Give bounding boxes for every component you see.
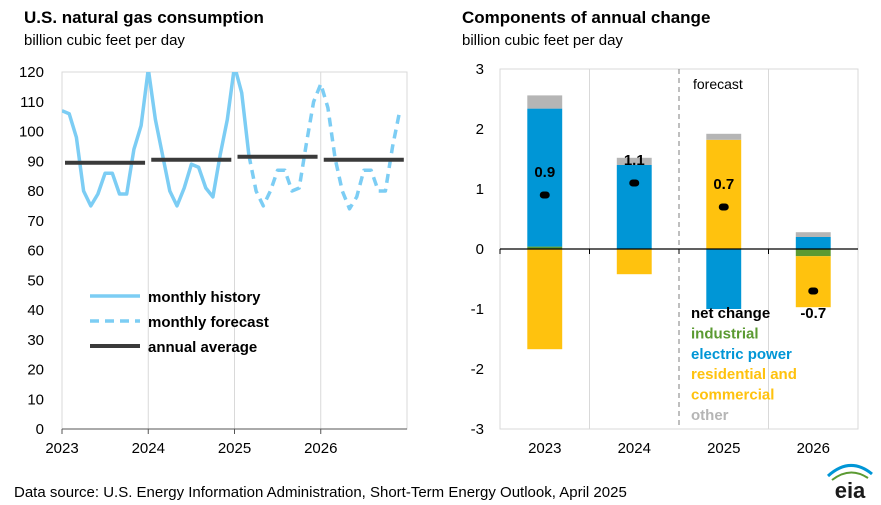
right-legend-label-5: commercial <box>691 387 774 404</box>
left-y-tick-label: 70 <box>27 213 44 230</box>
right-legend-label-2: industrial <box>691 325 759 342</box>
right-y-tick-label: 1 <box>476 181 484 198</box>
eia-logo: eia <box>824 462 876 502</box>
left-chart-subtitle: billion cubic feet per day <box>24 32 185 49</box>
bar-residential-commercial-2025 <box>706 139 742 249</box>
net-change-marker-2026 <box>808 287 819 295</box>
right-y-tick-label: -1 <box>471 301 484 318</box>
eia-logo-text: eia <box>835 478 866 502</box>
bar-electric-power-2026 <box>795 237 831 249</box>
right-chart-title: Components of annual change <box>462 8 711 27</box>
net-change-label-2024: 1.1 <box>624 152 645 169</box>
right-legend-label-4: residential and <box>691 366 797 383</box>
eia-logo-mark: eia <box>826 464 873 502</box>
bar-other-2025 <box>706 133 742 140</box>
bar-other-2024 <box>616 157 652 165</box>
left-legend-label-1: monthly history <box>148 289 261 306</box>
left-series-group <box>62 72 404 211</box>
monthly-forecast-line <box>247 82 402 211</box>
bar-other-2026 <box>795 232 831 237</box>
left-y-tick-label: 10 <box>27 391 44 408</box>
bar-electric-power-2025 <box>706 249 742 309</box>
bar-industrial-2023 <box>527 246 563 249</box>
right-chart-subtitle: billion cubic feet per day <box>462 32 623 49</box>
left-x-tick-label: 2024 <box>132 440 165 457</box>
right-y-tick-label: 2 <box>476 121 484 138</box>
net-change-marker-2024 <box>629 179 640 187</box>
left-legend-label-3: annual average <box>148 339 257 356</box>
forecast-label: forecast <box>693 76 743 92</box>
bar-residential-commercial-2023 <box>527 249 563 350</box>
net-change-marker-2025 <box>718 203 729 211</box>
left-y-tick-label: 0 <box>36 421 44 438</box>
left-y-tick-label: 40 <box>27 302 44 319</box>
bar-other-2023 <box>527 95 563 109</box>
left-y-tick-label: 30 <box>27 332 44 349</box>
right-y-tick-label: -2 <box>471 361 484 378</box>
left-y-tick-label: 110 <box>20 94 44 111</box>
right-x-tick-label: 2024 <box>618 440 651 457</box>
left-chart-title: U.S. natural gas consumption <box>24 8 264 27</box>
right-y-tick-label: 0 <box>476 241 484 258</box>
right-y-tick-label: 3 <box>476 61 484 78</box>
bar-electric-power-2024 <box>616 165 652 249</box>
bar-electric-power-2023 <box>527 108 563 247</box>
monthly-history-line <box>62 72 251 208</box>
left-legend-label-2: monthly forecast <box>148 314 269 331</box>
bar-residential-commercial-2026 <box>795 256 831 308</box>
right-x-tick-label: 2025 <box>707 440 740 457</box>
left-x-tick-label: 2026 <box>304 440 337 457</box>
left-y-tick-label: 20 <box>27 362 44 379</box>
left-y-tick-label: 120 <box>19 64 44 81</box>
net-change-label-2023: 0.9 <box>534 164 555 181</box>
net-change-label-2025: 0.7 <box>713 176 734 193</box>
bar-residential-commercial-2024 <box>616 249 652 275</box>
right-x-tick-label: 2023 <box>528 440 561 457</box>
left-y-tick-label: 50 <box>27 272 44 289</box>
left-y-tick-label: 90 <box>27 153 44 170</box>
left-x-tick-label: 2023 <box>45 440 78 457</box>
left-y-tick-label: 60 <box>27 243 44 260</box>
data-source-note: Data source: U.S. Energy Information Adm… <box>14 484 627 501</box>
left-y-tick-label: 100 <box>19 124 44 141</box>
net-change-marker-2023 <box>539 191 550 199</box>
left-y-tick-label: 80 <box>27 183 44 200</box>
right-legend-label-3: electric power <box>691 346 792 363</box>
right-x-tick-label: 2026 <box>797 440 830 457</box>
left-x-tick-label: 2025 <box>218 440 251 457</box>
right-legend-label-6: other <box>691 407 729 424</box>
bar-industrial-2026 <box>795 249 831 257</box>
eia-logo-arc-inner <box>831 471 869 481</box>
right-y-tick-label: -3 <box>471 421 484 438</box>
net-change-label-2026: -0.7 <box>800 305 826 322</box>
right-legend-label-1: net change <box>691 305 770 322</box>
eia-logo-arc <box>826 464 873 478</box>
